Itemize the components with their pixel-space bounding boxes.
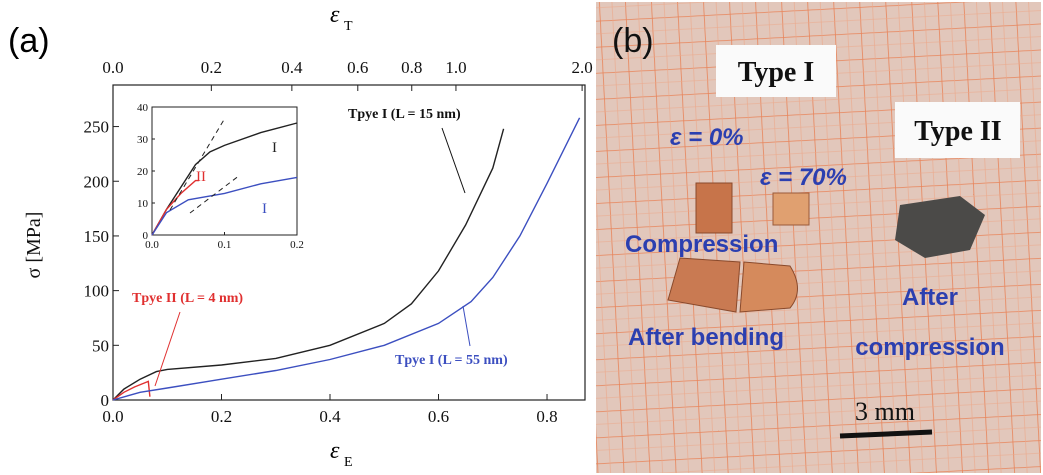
x-tick-label: 0.0 (102, 407, 123, 426)
x2-tick-label: 0.4 (281, 58, 303, 77)
sample (695, 182, 733, 234)
sample (739, 261, 798, 313)
panel-label: (b) (612, 22, 654, 60)
y-tick-label: 0 (101, 391, 110, 410)
sample (667, 257, 741, 313)
photo-label: compression (855, 334, 1004, 361)
label-card (895, 102, 1020, 158)
inset-series-label: I (272, 140, 277, 156)
x-axis-symbol: ε (330, 438, 340, 464)
x2-tick-label: 0.8 (401, 58, 422, 77)
photo-label: Type II (914, 116, 1001, 147)
series-line (112, 128, 505, 401)
annotation: Tpye I (L = 15 nm) (348, 107, 461, 122)
x2-axis-label: ε T (330, 2, 353, 34)
x2-tick-label: 2.0 (571, 58, 592, 77)
y-tick-label: 20 (137, 166, 149, 178)
panel-label: (a) (8, 22, 50, 60)
arrow (154, 311, 181, 387)
x-tick-label: 0.8 (536, 407, 557, 426)
x2-axis-subscript: T (344, 19, 353, 34)
series-line (112, 117, 581, 401)
plot-frame (112, 84, 586, 401)
x2-tick-label: 1.0 (445, 58, 466, 77)
series-line (112, 380, 151, 401)
series-line (151, 179, 200, 236)
x-tick-label: 0.0 (145, 239, 159, 251)
annotation: Tpye II (L = 4 nm) (132, 291, 243, 306)
arrow (441, 127, 466, 194)
y-tick-label: 200 (84, 172, 110, 191)
x-axis-subscript: E (344, 455, 353, 470)
scale-label: 3 mm (855, 397, 915, 426)
y-tick-label: 100 (84, 282, 110, 301)
y-tick-label: 150 (84, 227, 110, 246)
x-tick-label: 0.2 (211, 407, 232, 426)
x-axis-label: ε E (330, 438, 353, 470)
photo-label: ε = 0% (670, 124, 744, 151)
photo: (b) Type I Type II ε = 0% ε = 70% Compre… (596, 2, 1041, 473)
x2-axis-symbol: ε (330, 2, 340, 28)
dashed-guide (189, 174, 241, 214)
annotation: Tpye I (L = 55 nm) (395, 353, 508, 368)
series-line (151, 122, 298, 236)
photo-label: After bending (628, 324, 784, 351)
inset-frame (151, 106, 298, 236)
inset-series-label: II (196, 169, 206, 185)
fragments (895, 196, 985, 258)
photo-label: ε = 70% (760, 164, 847, 191)
label-card (716, 45, 836, 97)
y-axis-label: σ [MPa] (23, 212, 45, 279)
y-tick-label: 50 (92, 336, 109, 355)
inset-chart: 0.0 0.1 0.2 0 10 20 30 40 (137, 102, 304, 251)
x2-tick-label: 0.2 (201, 58, 222, 77)
sample (772, 192, 810, 226)
x-tick-label: 0.1 (218, 239, 232, 251)
x-tick-label: 0.6 (428, 407, 449, 426)
inset-series-label: I (262, 201, 267, 217)
series-line (151, 176, 298, 236)
x2-tick-label: 0.6 (347, 58, 368, 77)
photo-label: After (902, 284, 958, 311)
x-tick-label: 0.2 (290, 239, 304, 251)
y-tick-label: 30 (137, 134, 149, 146)
x-tick-label: 0.4 (319, 407, 341, 426)
photo-label: Type I (738, 57, 815, 88)
y-tick-label: 10 (137, 198, 149, 210)
y-tick-label: 40 (137, 102, 149, 114)
y-tick-label: 250 (84, 118, 110, 137)
scale-bar (839, 429, 933, 439)
y-tick-label: 0 (143, 230, 149, 242)
photo-label: Compression (625, 231, 778, 258)
x2-tick-label: 0.0 (102, 58, 123, 77)
arrow (462, 305, 471, 347)
